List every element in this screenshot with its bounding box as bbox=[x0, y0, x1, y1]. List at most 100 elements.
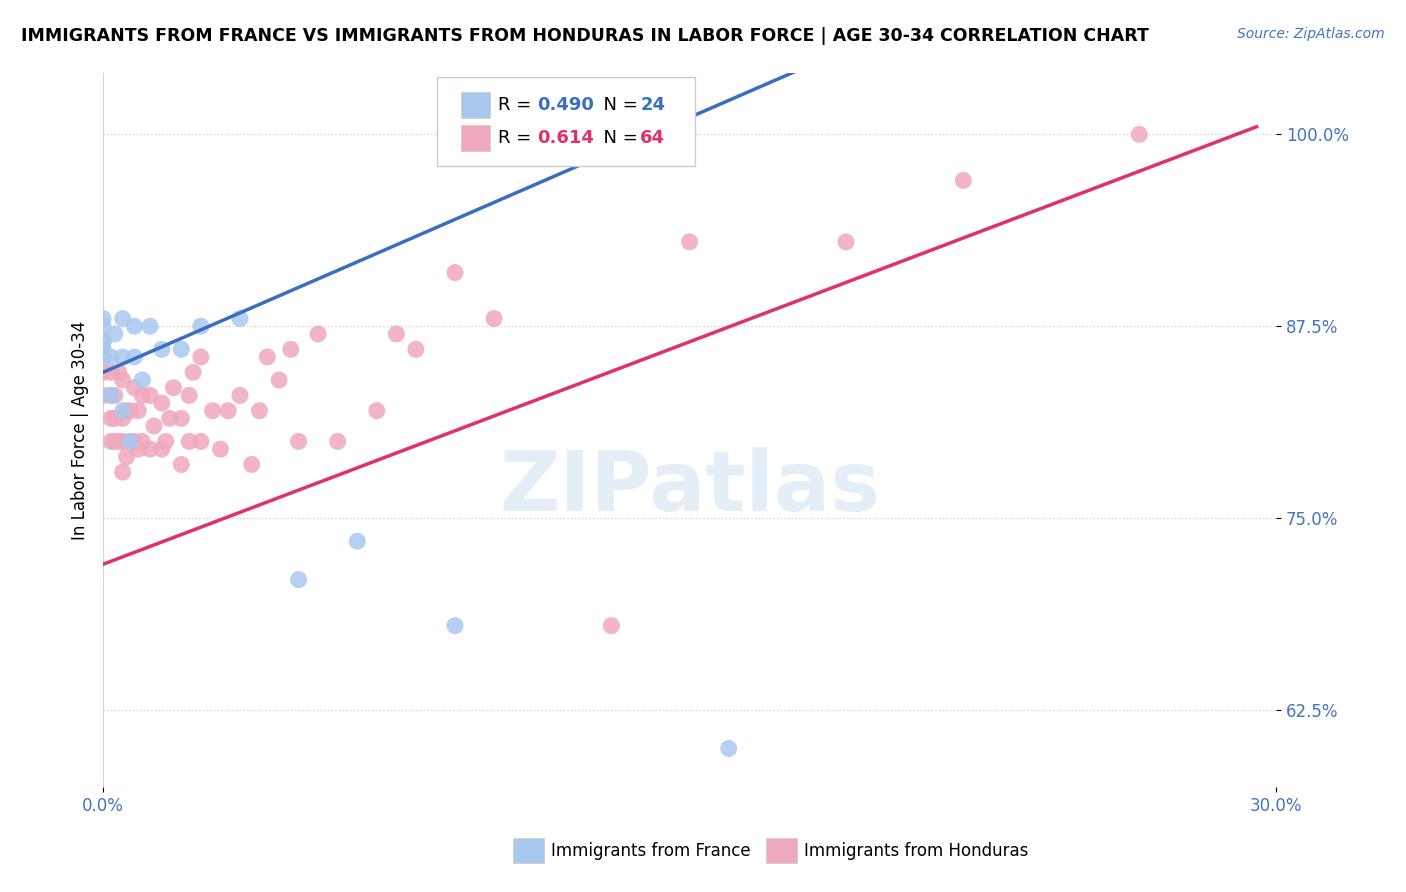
FancyBboxPatch shape bbox=[461, 92, 491, 118]
Point bbox=[217, 403, 239, 417]
Point bbox=[287, 573, 309, 587]
Point bbox=[100, 350, 122, 364]
Point bbox=[190, 434, 212, 449]
Point bbox=[131, 373, 153, 387]
Text: Immigrants from France: Immigrants from France bbox=[551, 842, 751, 860]
Point bbox=[104, 411, 127, 425]
Point bbox=[150, 442, 173, 456]
Y-axis label: In Labor Force | Age 30-34: In Labor Force | Age 30-34 bbox=[72, 320, 89, 540]
Point bbox=[150, 396, 173, 410]
Point bbox=[107, 434, 129, 449]
Point bbox=[91, 388, 114, 402]
Point bbox=[256, 350, 278, 364]
Text: 64: 64 bbox=[640, 128, 665, 146]
Point bbox=[405, 343, 427, 357]
Point bbox=[326, 434, 349, 449]
Point bbox=[120, 434, 142, 449]
Point bbox=[100, 411, 122, 425]
Point bbox=[124, 434, 146, 449]
Point bbox=[127, 403, 149, 417]
Point bbox=[155, 434, 177, 449]
Text: Immigrants from Honduras: Immigrants from Honduras bbox=[804, 842, 1029, 860]
Point bbox=[91, 350, 114, 364]
Point bbox=[111, 411, 134, 425]
Point bbox=[115, 450, 138, 464]
Point bbox=[267, 373, 290, 387]
Point bbox=[124, 381, 146, 395]
Point bbox=[111, 311, 134, 326]
Point bbox=[143, 419, 166, 434]
Text: 24: 24 bbox=[640, 95, 665, 113]
Point bbox=[179, 388, 201, 402]
Text: 0.614: 0.614 bbox=[537, 128, 593, 146]
Point bbox=[229, 311, 252, 326]
Point bbox=[111, 465, 134, 479]
Point bbox=[678, 235, 700, 249]
Point bbox=[179, 434, 201, 449]
Point bbox=[229, 388, 252, 402]
Text: ZIPatlas: ZIPatlas bbox=[499, 447, 880, 527]
Point bbox=[190, 350, 212, 364]
Point bbox=[104, 434, 127, 449]
Point bbox=[385, 326, 408, 341]
Point bbox=[835, 235, 858, 249]
Point bbox=[139, 388, 162, 402]
Point bbox=[120, 403, 142, 417]
Point bbox=[162, 381, 184, 395]
Point bbox=[600, 618, 623, 632]
Point bbox=[107, 365, 129, 379]
Point bbox=[952, 173, 974, 187]
Point bbox=[91, 343, 114, 357]
FancyBboxPatch shape bbox=[437, 77, 696, 166]
Point bbox=[1128, 128, 1150, 142]
Point bbox=[170, 458, 193, 472]
Point bbox=[120, 434, 142, 449]
Point bbox=[181, 365, 204, 379]
Point bbox=[444, 618, 467, 632]
Point bbox=[307, 326, 329, 341]
Point bbox=[91, 334, 114, 349]
Point bbox=[482, 311, 505, 326]
Point bbox=[91, 319, 114, 334]
Point bbox=[100, 434, 122, 449]
Point bbox=[209, 442, 232, 456]
Point bbox=[131, 388, 153, 402]
Point bbox=[346, 534, 368, 549]
Point bbox=[280, 343, 302, 357]
Point bbox=[170, 343, 193, 357]
Point bbox=[91, 334, 114, 349]
Point bbox=[91, 365, 114, 379]
Point bbox=[91, 311, 114, 326]
Point bbox=[127, 442, 149, 456]
Point bbox=[249, 403, 271, 417]
Point bbox=[201, 403, 224, 417]
Text: 0.490: 0.490 bbox=[537, 95, 593, 113]
Point bbox=[124, 319, 146, 334]
Point bbox=[444, 266, 467, 280]
Point bbox=[170, 411, 193, 425]
Point bbox=[240, 458, 263, 472]
Text: R =: R = bbox=[498, 95, 537, 113]
Point bbox=[100, 388, 122, 402]
Point bbox=[104, 388, 127, 402]
Point bbox=[131, 434, 153, 449]
Point bbox=[366, 403, 388, 417]
Text: IMMIGRANTS FROM FRANCE VS IMMIGRANTS FROM HONDURAS IN LABOR FORCE | AGE 30-34 CO: IMMIGRANTS FROM FRANCE VS IMMIGRANTS FRO… bbox=[21, 27, 1149, 45]
Point bbox=[111, 434, 134, 449]
Point bbox=[100, 388, 122, 402]
Point bbox=[159, 411, 181, 425]
Text: N =: N = bbox=[592, 95, 644, 113]
Point bbox=[104, 326, 127, 341]
Point bbox=[91, 350, 114, 364]
Point bbox=[100, 365, 122, 379]
Point bbox=[111, 350, 134, 364]
Point bbox=[287, 434, 309, 449]
Text: Source: ZipAtlas.com: Source: ZipAtlas.com bbox=[1237, 27, 1385, 41]
Point bbox=[111, 403, 134, 417]
FancyBboxPatch shape bbox=[461, 125, 491, 151]
Point bbox=[190, 319, 212, 334]
Point bbox=[139, 442, 162, 456]
Point bbox=[139, 319, 162, 334]
Text: R =: R = bbox=[498, 128, 537, 146]
Point bbox=[717, 741, 740, 756]
